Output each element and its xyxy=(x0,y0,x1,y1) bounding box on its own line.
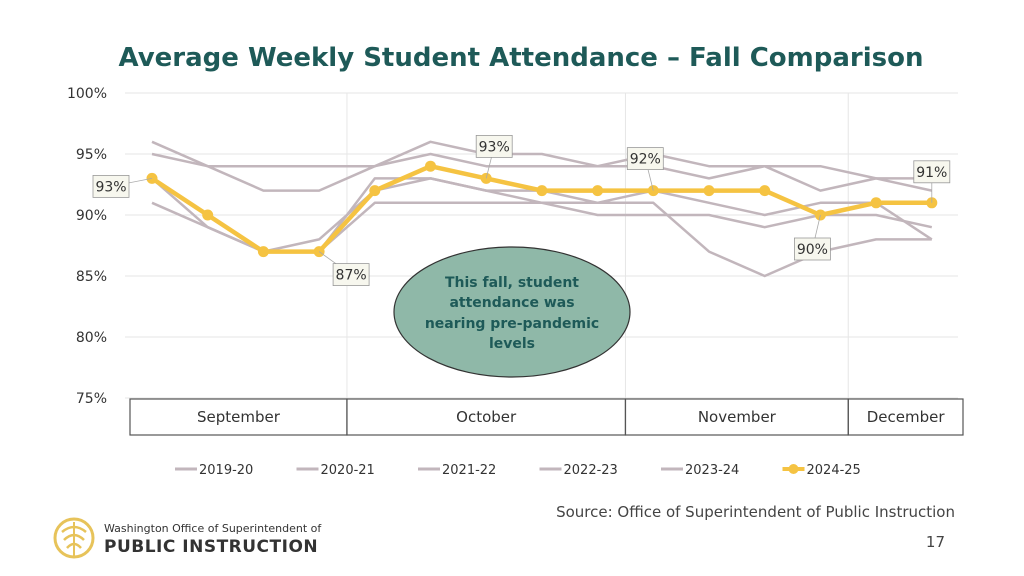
annotation-box xyxy=(92,174,130,198)
source-note: Source: Office of Superintendent of Publ… xyxy=(556,503,955,521)
data-point-2024-25 xyxy=(536,185,548,197)
callout-bubble: This fall, student attendance was nearin… xyxy=(393,246,631,378)
y-tick-label: 95% xyxy=(76,147,107,163)
data-point-2024-25 xyxy=(202,209,214,221)
series-line-2020-21 xyxy=(151,140,933,192)
callout-ellipse xyxy=(393,246,631,378)
y-axis: 75% 80% 85% 90% 95% 100% xyxy=(67,86,107,407)
month-label: December xyxy=(867,408,946,426)
data-annotations: 93% 87% 93% 92% 90% 91% xyxy=(92,134,951,287)
legend-label-2021-22: 2021-22 xyxy=(442,463,496,478)
data-point-2024-25 xyxy=(703,185,715,197)
legend-label-2020-21: 2020-21 xyxy=(321,463,375,478)
callout-line-2: attendance was xyxy=(449,295,574,311)
data-point-2024-25 xyxy=(870,197,882,209)
legend-marker-2024-25 xyxy=(788,464,799,474)
y-tick-label: 80% xyxy=(76,330,107,346)
data-point-2024-25 xyxy=(369,185,381,197)
data-point-2024-25 xyxy=(257,246,269,258)
y-tick-label: 75% xyxy=(76,391,107,407)
page-number: 17 xyxy=(926,533,945,551)
month-label: October xyxy=(456,408,517,426)
series-line-2019-20 xyxy=(151,140,932,180)
annotation-label: 93% xyxy=(479,139,510,155)
data-point-2024-25 xyxy=(425,160,436,172)
legend: 2019-20 2020-21 2021-22 2022-23 2023-24 2024-… xyxy=(175,463,861,478)
month-label: November xyxy=(698,408,777,426)
legend-label-2022-23: 2022-23 xyxy=(564,463,618,478)
annotation-label: 87% xyxy=(336,268,367,284)
annotation-label: 90% xyxy=(797,242,828,258)
annotation-label: 92% xyxy=(630,152,661,168)
month-label: September xyxy=(197,408,281,426)
annotation-box xyxy=(475,134,513,158)
y-tick-label: 85% xyxy=(76,269,107,285)
y-tick-label: 90% xyxy=(76,208,107,224)
ospi-logo: Washington Office of Superintendent of P… xyxy=(53,517,322,559)
logo-line-2: PUBLIC INSTRUCTION xyxy=(104,537,318,557)
logo-line-1: Washington Office of Superintendent of xyxy=(104,522,322,535)
ospi-emblem-icon xyxy=(53,517,95,559)
annotation-box xyxy=(332,263,370,287)
y-tick-label: 100% xyxy=(67,86,107,102)
annotation-box xyxy=(913,160,951,184)
annotation-label: 91% xyxy=(916,165,947,181)
annotation-box xyxy=(626,147,664,171)
annotation-box xyxy=(794,237,831,261)
callout-line-3: nearing pre-pandemic xyxy=(425,316,599,332)
annotation-label: 93% xyxy=(95,179,126,195)
chart-title: Average Weekly Student Attendance – Fall… xyxy=(119,43,924,73)
callout-line-1: This fall, student xyxy=(445,275,579,291)
callout-line-4: levels xyxy=(489,336,535,352)
month-box xyxy=(847,398,964,436)
legend-label-2024-25: 2024-25 xyxy=(807,463,861,478)
data-point-2024-25 xyxy=(759,185,771,197)
month-axis: September October November December xyxy=(129,398,964,436)
legend-label-2023-24: 2023-24 xyxy=(685,463,739,478)
data-point-2024-25 xyxy=(592,185,604,197)
legend-label-2019-20: 2019-20 xyxy=(199,463,253,478)
